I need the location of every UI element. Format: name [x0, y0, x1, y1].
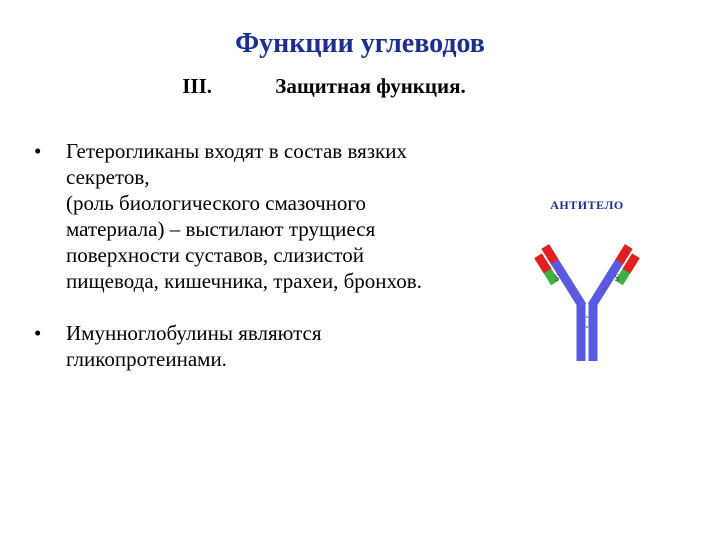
- section-heading: III. Защитная функция.: [0, 60, 720, 99]
- bullet-text: Имунноглобулины являются гликопротеинами…: [66, 320, 438, 372]
- title-text: Функции углеводов: [235, 28, 485, 59]
- svg-text:S: S: [614, 273, 619, 283]
- antibody-diagram: АНТИТЕЛО SS: [482, 198, 692, 368]
- spacer: [28, 294, 438, 320]
- antibody-svg: SS: [482, 217, 692, 367]
- diagram-label: АНТИТЕЛО: [482, 198, 692, 213]
- bullet-list: • Гетерогликаны входят в состав вязких с…: [28, 138, 438, 372]
- bullet-marker: •: [28, 320, 66, 346]
- section-label: Защитная функция.: [275, 74, 465, 99]
- section-number: III.: [154, 74, 212, 99]
- bullet-text: Гетерогликаны входят в состав вязких сек…: [66, 138, 438, 190]
- svg-text:S: S: [554, 273, 559, 283]
- slide-title: Функции углеводов: [0, 0, 720, 60]
- list-item: • Гетерогликаны входят в состав вязких с…: [28, 138, 438, 190]
- list-item: • Имунноглобулины являются гликопротеина…: [28, 320, 438, 372]
- bullet-subtext: (роль биологического смазочного материал…: [66, 190, 438, 294]
- bullet-marker: •: [28, 138, 66, 164]
